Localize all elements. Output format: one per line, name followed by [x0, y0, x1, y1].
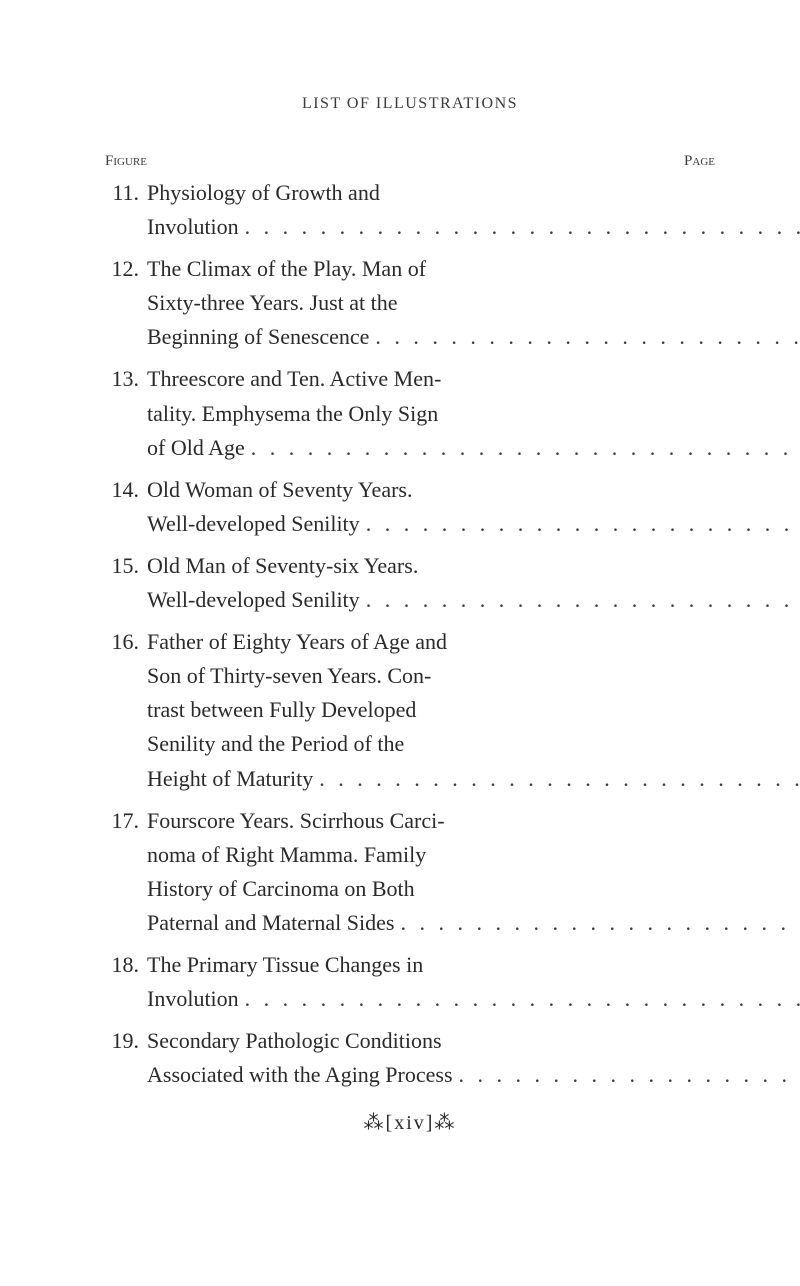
entry-line-text: Well-developed Senility: [147, 583, 360, 617]
entry-line-text: Height of Maturity: [147, 762, 313, 796]
entry-content: Old Woman of Seventy Years.Well-develope…: [147, 473, 800, 541]
illustration-entry: 16.Father of Eighty Years of Age andSon …: [105, 625, 715, 795]
entry-last-line: Well-developed Senility. . . . . . . . .…: [147, 583, 800, 617]
entry-line: Father of Eighty Years of Age and: [147, 625, 800, 659]
entry-last-line: Well-developed Senility. . . . . . . . .…: [147, 507, 800, 541]
leader-dots: . . . . . . . . . . . . . . . . . . . . …: [360, 583, 800, 617]
illustration-entry: 11.Physiology of Growth andInvolution. .…: [105, 176, 715, 244]
figure-number: 14.: [105, 473, 147, 507]
entry-line: noma of Right Mamma. Family: [147, 838, 800, 872]
entry-content: The Climax of the Play. Man ofSixty-thre…: [147, 252, 800, 354]
entry-line-text: of Old Age: [147, 431, 245, 465]
leader-dots: . . . . . . . . . . . . . . . . . . . . …: [239, 210, 800, 244]
entry-line: Senility and the Period of the: [147, 727, 800, 761]
entry-last-line: Height of Maturity. . . . . . . . . . . …: [147, 762, 800, 796]
entry-content: Old Man of Seventy-six Years.Well-develo…: [147, 549, 800, 617]
leader-dots: . . . . . . . . . . . . . . . . . . . . …: [245, 431, 794, 465]
entry-content: Secondary Pathologic ConditionsAssociate…: [147, 1024, 800, 1092]
entry-line: Physiology of Growth and: [147, 176, 800, 210]
entry-line-text: Involution: [147, 982, 239, 1016]
entry-line: The Primary Tissue Changes in: [147, 948, 800, 982]
leader-dots: . . . . . . . . . . . . . . . . . . . . …: [313, 762, 800, 796]
entry-last-line: Involution. . . . . . . . . . . . . . . …: [147, 982, 800, 1016]
entry-line: History of Carcinoma on Both: [147, 872, 800, 906]
figure-number: 13.: [105, 362, 147, 396]
entry-last-line: Associated with the Aging Process. . . .…: [147, 1058, 800, 1092]
figure-number: 18.: [105, 948, 147, 982]
entry-line-text: Involution: [147, 210, 239, 244]
entry-content: Father of Eighty Years of Age andSon of …: [147, 625, 800, 795]
figure-number: 17.: [105, 804, 147, 838]
entry-content: Fourscore Years. Scirrhous Carci-noma of…: [147, 804, 800, 940]
footer-ornament: ⁂[xiv]⁂: [105, 1110, 715, 1135]
entry-line-text: Well-developed Senility: [147, 507, 360, 541]
entry-line-text: Paternal and Maternal Sides: [147, 906, 394, 940]
entry-content: Threescore and Ten. Active Men-tality. E…: [147, 362, 800, 464]
column-headers: Figure Page: [105, 153, 715, 170]
illustration-entry: 13.Threescore and Ten. Active Men-tality…: [105, 362, 715, 464]
entry-content: The Primary Tissue Changes inInvolution.…: [147, 948, 800, 1016]
entry-line: The Climax of the Play. Man of: [147, 252, 800, 286]
entry-line: Old Man of Seventy-six Years.: [147, 549, 800, 583]
figure-number: 11.: [105, 176, 147, 210]
entry-line: tality. Emphysema the Only Sign: [147, 397, 800, 431]
entry-last-line: Beginning of Senescence. . . . . . . . .…: [147, 320, 800, 354]
entry-line-text: Associated with the Aging Process: [147, 1058, 453, 1092]
page-number: 107: [794, 431, 800, 465]
figure-number: 12.: [105, 252, 147, 286]
illustration-entries: 11.Physiology of Growth andInvolution. .…: [105, 176, 715, 1092]
illustration-entry: 15.Old Man of Seventy-six Years.Well-dev…: [105, 549, 715, 617]
entry-line: Fourscore Years. Scirrhous Carci-: [147, 804, 800, 838]
entry-line: Son of Thirty-seven Years. Con-: [147, 659, 800, 693]
column-page-label: Page: [684, 153, 715, 170]
entry-last-line: Involution. . . . . . . . . . . . . . . …: [147, 210, 800, 244]
figure-number: 19.: [105, 1024, 147, 1058]
figure-number: 16.: [105, 625, 147, 659]
figure-number: 15.: [105, 549, 147, 583]
entry-last-line: Paternal and Maternal Sides. . . . . . .…: [147, 906, 800, 940]
leader-dots: . . . . . . . . . . . . . . . . . . . . …: [239, 982, 800, 1016]
entry-line-text: Beginning of Senescence: [147, 320, 369, 354]
column-figure-label: Figure: [105, 153, 147, 170]
entry-line: Threescore and Ten. Active Men-: [147, 362, 800, 396]
illustration-entry: 18.The Primary Tissue Changes inInvoluti…: [105, 948, 715, 1016]
page-header: LIST OF ILLUSTRATIONS: [105, 95, 715, 113]
leader-dots: . . . . . . . . . . . . . . . . . . . . …: [453, 1058, 800, 1092]
illustration-entry: 17.Fourscore Years. Scirrhous Carci-noma…: [105, 804, 715, 940]
illustration-entry: 14.Old Woman of Seventy Years.Well-devel…: [105, 473, 715, 541]
entry-line: Secondary Pathologic Conditions: [147, 1024, 800, 1058]
leader-dots: . . . . . . . . . . . . . . . . . . . . …: [394, 906, 800, 940]
entry-last-line: of Old Age. . . . . . . . . . . . . . . …: [147, 431, 800, 465]
entry-content: Physiology of Growth andInvolution. . . …: [147, 176, 800, 244]
illustration-entry: 12.The Climax of the Play. Man ofSixty-t…: [105, 252, 715, 354]
leader-dots: . . . . . . . . . . . . . . . . . . . . …: [369, 320, 800, 354]
entry-line: trast between Fully Developed: [147, 693, 800, 727]
illustration-entry: 19.Secondary Pathologic ConditionsAssoci…: [105, 1024, 715, 1092]
entry-line: Old Woman of Seventy Years.: [147, 473, 800, 507]
leader-dots: . . . . . . . . . . . . . . . . . . . . …: [360, 507, 800, 541]
entry-line: Sixty-three Years. Just at the: [147, 286, 800, 320]
